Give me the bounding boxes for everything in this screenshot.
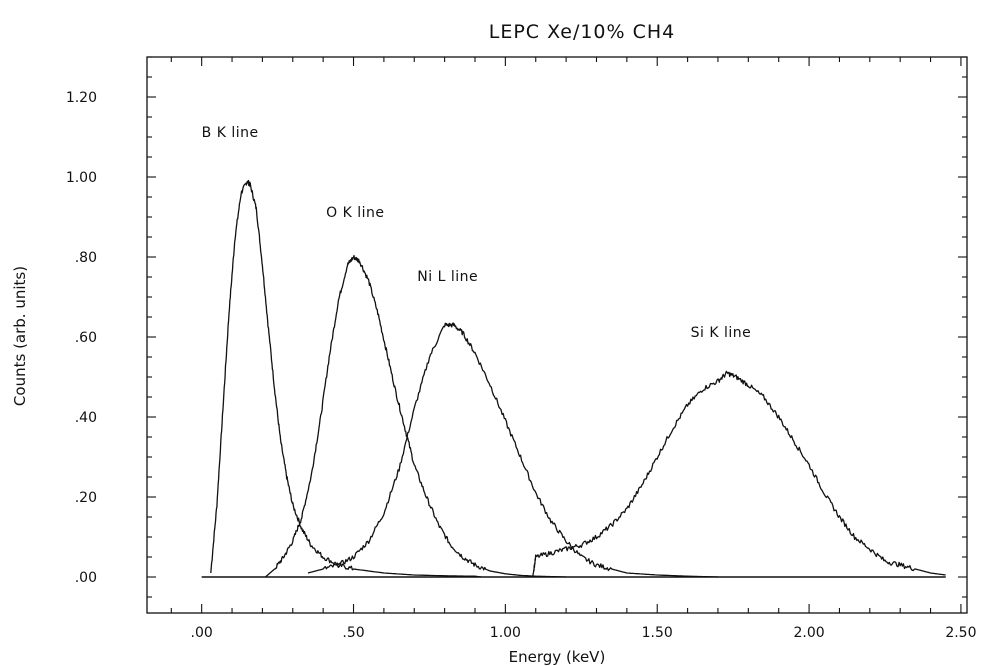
- series-line-si-k-line: [532, 370, 946, 578]
- x-tick-label: .50: [342, 625, 364, 641]
- chart-title: LEPC Xe/10% CH4: [489, 21, 676, 43]
- series-line-ni-l-line: [307, 322, 719, 578]
- series-group: [210, 179, 946, 578]
- peak-annotation: B K line: [202, 125, 259, 141]
- x-tick-label: .00: [191, 625, 213, 641]
- plot-frame: [146, 56, 968, 614]
- axis-ticks: [147, 56, 967, 613]
- y-tick-label: .20: [75, 490, 97, 506]
- x-tick-label: 1.00: [490, 625, 521, 641]
- y-tick-label: .80: [75, 250, 97, 266]
- y-axis-label: Counts (arb. units): [11, 266, 29, 406]
- series-line-o-k-line: [264, 254, 567, 578]
- peak-annotation: Ni L line: [417, 269, 478, 285]
- y-tick-label: .00: [75, 570, 97, 586]
- x-tick-label: 2.00: [793, 625, 824, 641]
- x-tick-label: 1.50: [642, 625, 673, 641]
- series-line-b-k-line: [210, 179, 482, 578]
- x-tick-label: 2.50: [945, 625, 976, 641]
- peak-annotation: Si K line: [691, 325, 752, 341]
- y-tick-label: 1.20: [66, 90, 97, 106]
- y-tick-label: .40: [75, 410, 97, 426]
- peak-annotation: O K line: [326, 205, 384, 221]
- x-axis-label: Energy (keV): [509, 648, 606, 666]
- axis-tick-labels: .00 .50 1.00 1.50 2.00 2.50 .00 .20 .40 .60 .80 1.0…: [66, 90, 977, 641]
- y-tick-label: .60: [75, 330, 97, 346]
- y-tick-label: 1.00: [66, 170, 97, 186]
- annotations: B K line O K line Ni L line Si K line: [202, 125, 752, 341]
